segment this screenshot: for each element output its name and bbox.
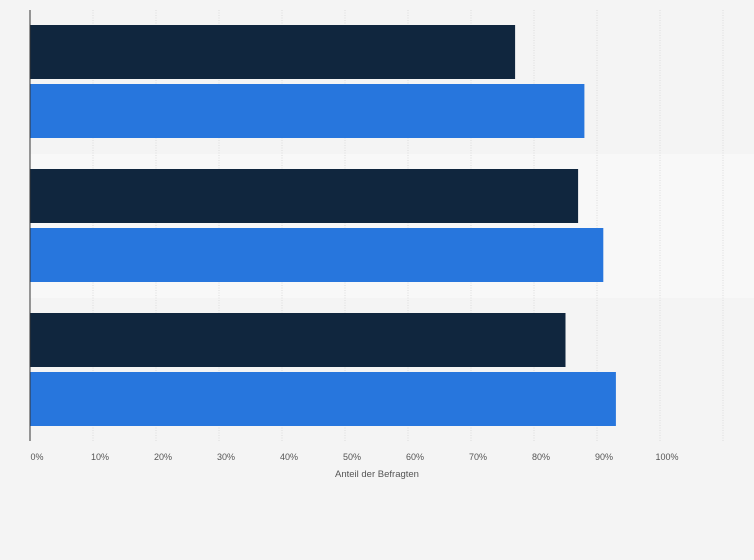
bar[interactable] — [30, 169, 579, 223]
bar[interactable] — [30, 228, 604, 282]
x-tick-label: 20% — [154, 452, 172, 462]
x-axis-title: Anteil der Befragten — [335, 469, 419, 480]
x-tick-labels: 0% 10% 20% 30% 40% 50% 60% 70% 80% 90% 100% — [30, 452, 678, 462]
x-tick-label: 90% — [595, 452, 613, 462]
x-tick-label: 0% — [30, 452, 43, 462]
grid-lines — [92, 10, 724, 441]
x-tick-label: 100% — [655, 452, 678, 462]
bar[interactable] — [30, 372, 616, 426]
x-tick-label: 60% — [406, 452, 424, 462]
bar[interactable] — [30, 84, 585, 138]
x-tick-label: 30% — [217, 452, 235, 462]
x-tick-label: 10% — [91, 452, 109, 462]
x-tick-label: 70% — [469, 452, 487, 462]
bars — [30, 25, 616, 426]
bar[interactable] — [30, 313, 566, 367]
bar[interactable] — [30, 25, 516, 79]
x-tick-label: 50% — [343, 452, 361, 462]
x-tick-label: 80% — [532, 452, 550, 462]
x-tick-label: 40% — [280, 452, 298, 462]
